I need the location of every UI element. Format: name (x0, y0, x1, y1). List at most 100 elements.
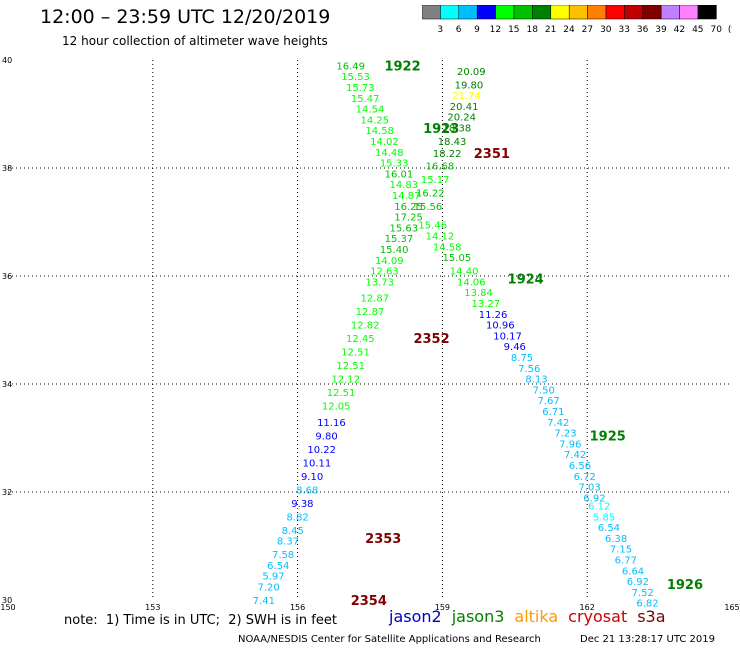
wave-height-value: 12.82 (351, 321, 380, 332)
wave-height-value: 7.50 (533, 385, 555, 396)
wave-height-value: 15.53 (341, 72, 370, 83)
wave-height-value: 7.56 (518, 364, 540, 375)
wave-height-value: 7.20 (258, 583, 280, 594)
pass-time-label: 1926 (667, 578, 703, 593)
wave-height-value: 7.67 (537, 396, 559, 407)
wave-height-value: 8.75 (511, 353, 533, 364)
wave-height-value: 15.46 (418, 221, 447, 232)
wave-height-value: 14.54 (356, 105, 385, 116)
wave-height-value: 19.80 (455, 80, 484, 91)
mission-name: jason3 (451, 607, 505, 626)
wave-height-value: 15.37 (385, 234, 414, 245)
wave-height-value: 6.54 (267, 561, 289, 572)
wave-height-value: 15.47 (351, 94, 380, 105)
wave-height-value: 9.46 (504, 342, 526, 353)
wave-height-value: 12.87 (361, 294, 390, 305)
color-scale-label: 12 (490, 25, 501, 35)
wave-height-value: 12.51 (327, 388, 356, 399)
wave-height-value: 10.11 (303, 458, 332, 469)
mission-name: s3a (637, 607, 666, 626)
wave-height-value: 8.13 (525, 375, 547, 386)
wave-height-value: 6.71 (542, 407, 564, 418)
wave-height-value: 14.58 (433, 242, 462, 253)
wave-height-value: 6.38 (605, 534, 627, 545)
wave-height-value: 7.58 (272, 550, 294, 561)
wave-height-value: 18.38 (443, 124, 472, 135)
mission-name: jason2 (389, 607, 442, 626)
y-tick-label: 36 (2, 272, 12, 281)
x-tick-label: 159 (435, 603, 450, 612)
x-tick-label: 150 (0, 603, 15, 612)
wave-height-value: 7.96 (559, 439, 581, 450)
wave-height-value: 15.56 (414, 202, 443, 213)
wave-height-value: 8.45 (282, 526, 304, 537)
wave-height-value: 16.49 (336, 61, 365, 72)
wave-height-value: 9.38 (291, 499, 313, 510)
color-scale-label: 33 (618, 25, 629, 35)
wave-height-value: 16.68 (426, 161, 455, 172)
pass-time-label: 2354 (351, 594, 387, 609)
pass-time-label: 1923 (423, 122, 459, 137)
wave-height-value: 7.41 (253, 596, 275, 607)
wave-height-value: 5.85 (593, 512, 615, 523)
wave-height-value: 6.92 (627, 577, 649, 588)
y-tick-label: 38 (2, 164, 12, 173)
wave-height-value: 20.41 (450, 102, 479, 113)
pass-time-label: 1925 (590, 429, 626, 444)
color-scale-label: 70 (710, 25, 722, 35)
wave-height-value: 16.01 (385, 169, 414, 180)
wave-height-value: 12.05 (322, 402, 351, 413)
wave-height-value: 17.25 (394, 213, 423, 224)
x-tick-label: 162 (580, 603, 595, 612)
wave-height-value: 20.09 (457, 67, 486, 78)
color-scale-label: 18 (526, 25, 538, 35)
wave-height-value: 6.54 (598, 523, 620, 534)
color-scale-label: 27 (582, 25, 593, 35)
wave-height-value: 10.96 (486, 321, 515, 332)
wave-height-value: 14.02 (370, 137, 399, 148)
wave-height-value: 12.63 (370, 267, 399, 278)
generated-timestamp: Dec 21 13:28:17 UTC 2019 (580, 634, 715, 645)
wave-height-value: 15.33 (380, 159, 409, 170)
wave-height-value: 6.82 (636, 599, 658, 610)
color-scale-label: 6 (456, 25, 462, 35)
wave-height-value: 9.10 (301, 472, 323, 483)
wave-height-value: 11.16 (317, 418, 346, 429)
wave-height-value: 14.40 (450, 267, 479, 278)
wave-height-value: 14.48 (375, 148, 404, 159)
wave-height-value: 13.27 (472, 299, 501, 310)
wave-height-value: 12.51 (336, 361, 365, 372)
color-scale-label: 15 (508, 25, 519, 35)
wave-height-value: 5.97 (262, 572, 284, 583)
pass-time-label: 2352 (413, 332, 449, 347)
x-tick-label: 156 (290, 603, 305, 612)
y-tick-label: 30 (2, 596, 12, 605)
wave-height-value: 9.80 (315, 431, 337, 442)
chart-title: 12:00 – 23:59 UTC 12/20/2019 (40, 6, 331, 28)
wave-height-value: 11.26 (479, 310, 508, 321)
wave-height-value: 16.25 (394, 202, 423, 213)
color-scale-label: 30 (600, 25, 612, 35)
wave-height-value: 14.25 (361, 115, 390, 126)
pass-time-label: 1922 (384, 59, 420, 74)
y-tick-label: 34 (2, 380, 12, 389)
color-scale-label: 3 (437, 25, 443, 35)
pass-time-label: 1924 (508, 273, 544, 288)
mission-name: altika (514, 607, 559, 626)
color-scale-label: 21 (545, 25, 556, 35)
wave-height-value: 7.42 (564, 450, 586, 461)
chart-subtitle: 12 hour collection of altimeter wave hei… (62, 34, 328, 48)
footnote: note: 1) Time is in UTC; 2) SWH is in fe… (64, 613, 337, 628)
wave-height-value: 14.58 (365, 126, 394, 137)
wave-height-value: 15.05 (443, 253, 472, 264)
y-tick-label: 40 (2, 56, 12, 65)
wave-height-value: 20.24 (447, 113, 476, 124)
wave-height-value: 8.37 (277, 537, 299, 548)
wave-height-value: 12.51 (341, 348, 370, 359)
wave-height-value: 7.15 (610, 545, 632, 556)
wave-height-value: 15.17 (421, 175, 450, 186)
color-scale-label: 42 (674, 25, 685, 35)
color-scale-label: 39 (655, 25, 667, 35)
x-tick-label: 165 (724, 603, 739, 612)
